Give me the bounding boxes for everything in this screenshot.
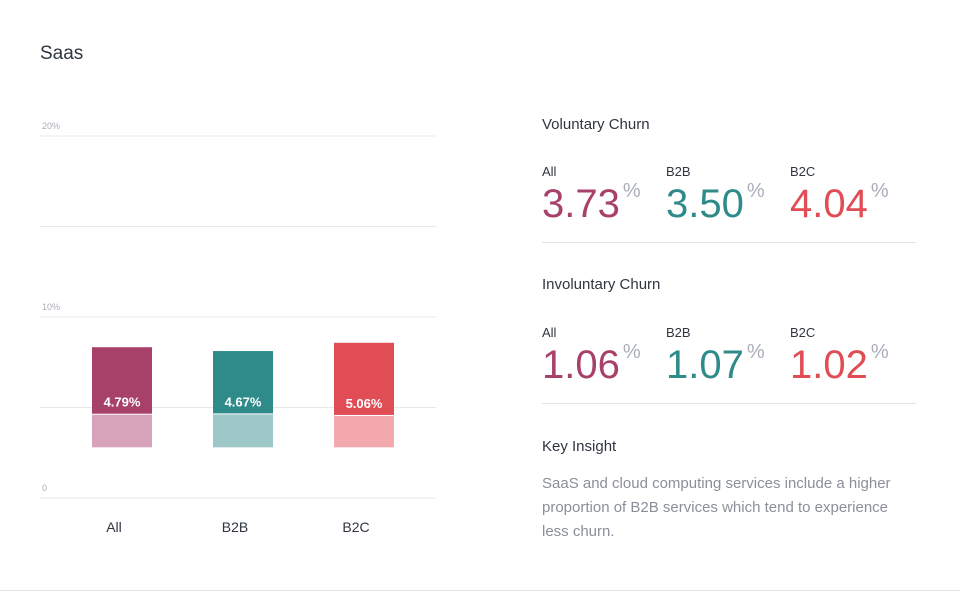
percent-sign: % bbox=[870, 341, 889, 363]
percent-sign: % bbox=[622, 341, 641, 363]
bar-involuntary-b2c bbox=[334, 415, 394, 448]
section-divider bbox=[542, 242, 916, 243]
stat-label: B2C bbox=[790, 164, 816, 179]
bar-involuntary-all bbox=[92, 414, 152, 448]
stat-value: 3.50 bbox=[666, 182, 744, 226]
bottom-divider bbox=[0, 590, 960, 591]
y-tick-label: 20% bbox=[42, 121, 60, 131]
y-tick-label: 0 bbox=[42, 483, 47, 493]
percent-sign: % bbox=[746, 341, 765, 363]
x-category-label: B2C bbox=[342, 519, 369, 535]
bar-data-label: 4.79% bbox=[104, 395, 141, 410]
churn-bar-chart: 0 10% 20% 4.79% All 4.67% B2B 5.06% B2C bbox=[40, 121, 436, 535]
bar-involuntary-b2b bbox=[213, 414, 273, 448]
stat-label: All bbox=[542, 325, 557, 340]
percent-sign: % bbox=[870, 180, 889, 202]
stat-label: B2B bbox=[666, 164, 691, 179]
stat-label: B2C bbox=[790, 325, 816, 340]
key-insight-text: SaaS and cloud computing services includ… bbox=[542, 475, 891, 540]
bar-data-label: 4.67% bbox=[225, 394, 262, 409]
percent-sign: % bbox=[746, 180, 765, 202]
voluntary-churn-title: Voluntary Churn bbox=[542, 116, 650, 133]
stat-value: 3.73 bbox=[542, 182, 620, 226]
bar-voluntary-b2b bbox=[213, 351, 273, 414]
stat-label: B2B bbox=[666, 325, 691, 340]
stat-value: 1.02 bbox=[790, 343, 868, 387]
stat-value: 1.06 bbox=[542, 343, 620, 387]
page-title: Saas bbox=[40, 43, 84, 64]
bar-voluntary-all bbox=[92, 347, 152, 414]
stat-value: 4.04 bbox=[790, 182, 868, 226]
bar-data-label: 5.06% bbox=[346, 396, 383, 411]
section-divider bbox=[542, 403, 916, 404]
stat-label: All bbox=[542, 164, 557, 179]
stat-value: 1.07 bbox=[666, 343, 744, 387]
percent-sign: % bbox=[622, 180, 641, 202]
key-insight-title: Key Insight bbox=[542, 438, 617, 455]
involuntary-churn-title: Involuntary Churn bbox=[542, 276, 661, 293]
x-category-label: All bbox=[106, 519, 122, 535]
x-category-label: B2B bbox=[222, 519, 248, 535]
y-tick-label: 10% bbox=[42, 302, 60, 312]
bar-voluntary-b2c bbox=[334, 342, 394, 415]
